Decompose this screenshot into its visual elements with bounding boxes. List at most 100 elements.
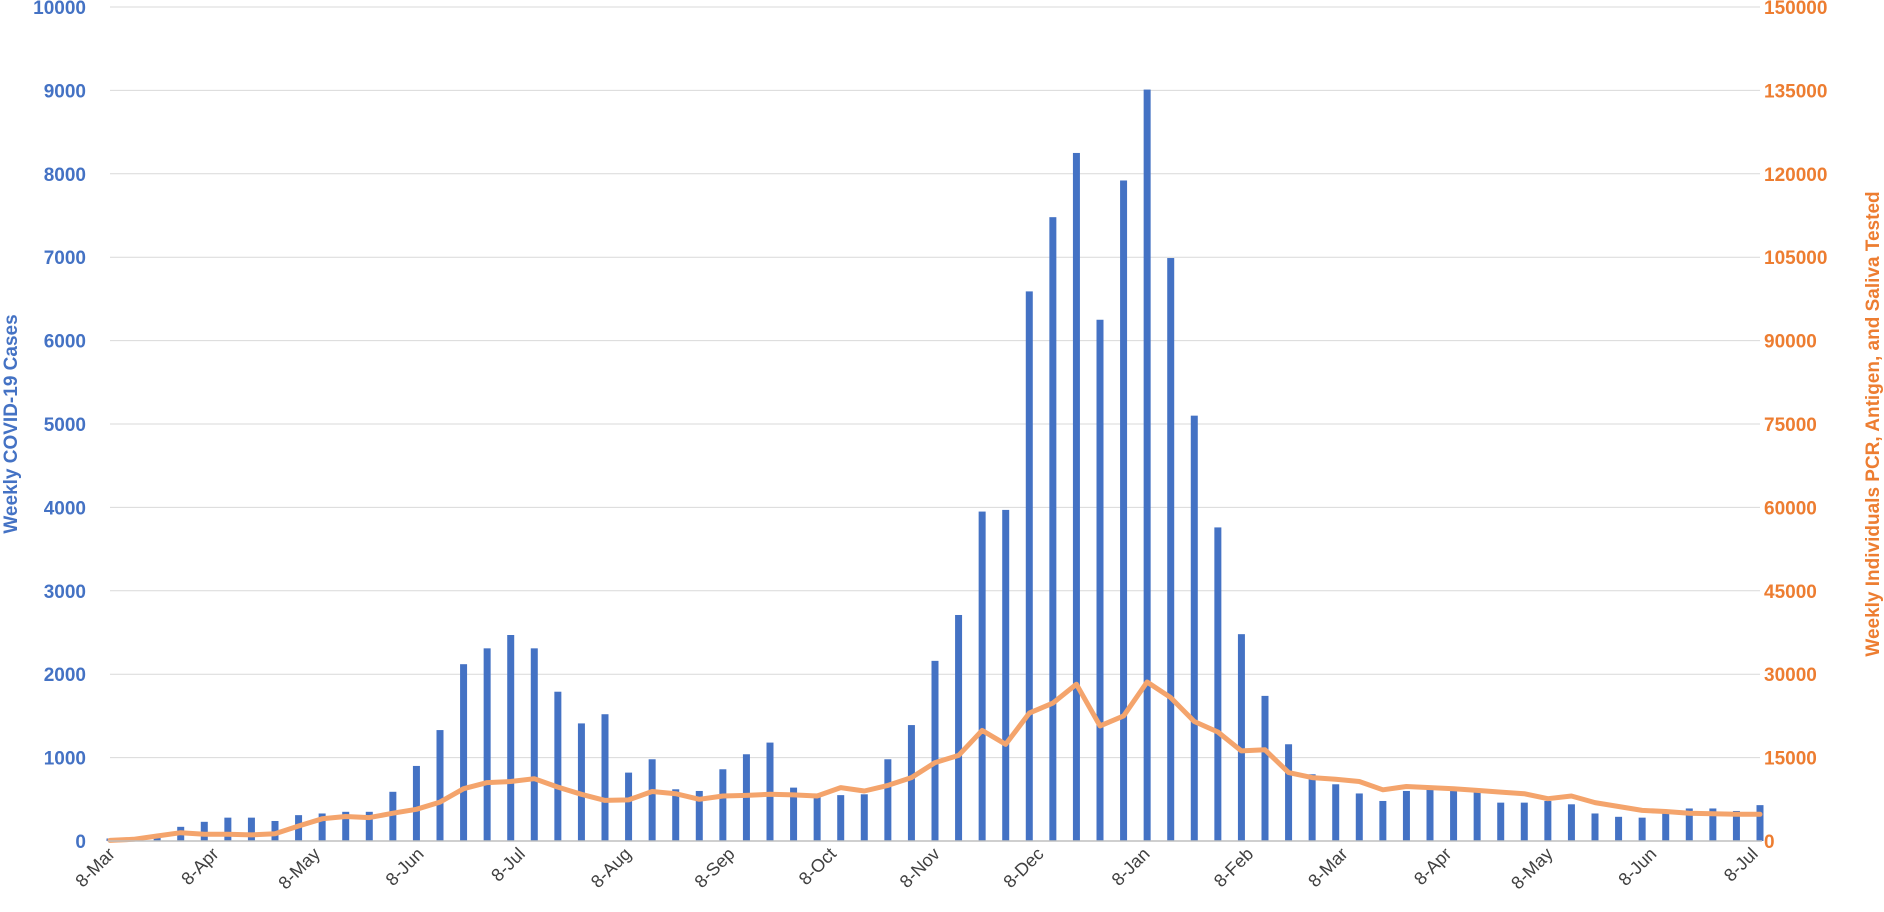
x-tick-label: 8-Mar bbox=[1304, 844, 1351, 891]
left-tick-label: 8000 bbox=[44, 165, 86, 186]
x-axis-ticks: 8-Mar 8-Apr 8-May 8-Jun 8-Jul 8-Aug 8-Sep 8-Oct… bbox=[71, 844, 1761, 894]
left-tick-label: 5000 bbox=[44, 415, 86, 436]
cases-bar bbox=[318, 813, 326, 841]
weekly-cases-bars bbox=[106, 89, 1764, 842]
x-tick-label: 8-May bbox=[1507, 844, 1557, 894]
cases-bar bbox=[1638, 817, 1646, 841]
weekly-tested-line bbox=[107, 679, 1763, 843]
left-tick-label: 10000 bbox=[33, 0, 86, 19]
cases-bar bbox=[884, 759, 892, 841]
x-tick-label: 8-Jun bbox=[1614, 844, 1660, 890]
cases-bar bbox=[1214, 527, 1222, 841]
cases-bar bbox=[978, 511, 986, 841]
x-tick-label: 8-Jul bbox=[487, 844, 529, 886]
cases-bar bbox=[1143, 89, 1151, 842]
cases-bar bbox=[1756, 805, 1764, 841]
right-tick-label: 0 bbox=[1764, 832, 1775, 853]
right-tick-label: 150000 bbox=[1764, 0, 1827, 19]
left-tick-label: 3000 bbox=[44, 582, 86, 603]
right-tick-label: 60000 bbox=[1764, 498, 1817, 519]
cases-bar bbox=[1732, 810, 1740, 841]
left-tick-label: 9000 bbox=[44, 81, 86, 102]
cases-bar bbox=[625, 772, 633, 841]
right-tick-label: 15000 bbox=[1764, 749, 1817, 770]
x-tick-label: 8-Jan bbox=[1108, 844, 1154, 890]
cases-bar bbox=[1355, 793, 1363, 841]
cases-bar bbox=[1685, 808, 1693, 841]
x-tick-label: 8-Aug bbox=[587, 844, 635, 892]
left-tick-label: 0 bbox=[75, 832, 86, 853]
cases-bar bbox=[719, 769, 727, 841]
cases-bar bbox=[1426, 789, 1434, 841]
cases-bar bbox=[389, 791, 397, 841]
cases-bar bbox=[1450, 786, 1458, 841]
cases-bar bbox=[1497, 802, 1505, 841]
cases-bar bbox=[1261, 695, 1269, 841]
left-axis-ticks: 0 1000 2000 3000 4000 5000 6000 7000 8000 9000 100… bbox=[33, 0, 86, 853]
x-tick-label: 8-Jul bbox=[1720, 844, 1762, 886]
cases-bar bbox=[648, 759, 656, 841]
cases-bar bbox=[1473, 790, 1481, 841]
cases-bar bbox=[436, 730, 444, 841]
cases-bar bbox=[224, 817, 232, 841]
left-tick-label: 7000 bbox=[44, 248, 86, 269]
cases-bar bbox=[695, 790, 703, 841]
cases-bar bbox=[931, 660, 939, 841]
cases-bar bbox=[271, 820, 279, 841]
x-tick-label: 8-Oct bbox=[795, 844, 840, 889]
right-tick-label: 90000 bbox=[1764, 332, 1817, 353]
x-tick-label: 8-Sep bbox=[691, 844, 739, 892]
cases-bar bbox=[530, 648, 538, 841]
cases-bar bbox=[1285, 744, 1293, 841]
cases-bar bbox=[766, 742, 774, 841]
cases-bar bbox=[1167, 258, 1175, 841]
right-axis-ticks: 0 15000 30000 45000 60000 75000 90000 105000 120… bbox=[1764, 0, 1827, 853]
cases-bar bbox=[860, 794, 868, 841]
cases-bar bbox=[1002, 509, 1010, 841]
x-tick-label: 8-Dec bbox=[999, 844, 1047, 892]
left-tick-label: 4000 bbox=[44, 498, 86, 519]
x-tick-label: 8-Feb bbox=[1210, 844, 1257, 891]
left-tick-label: 6000 bbox=[44, 332, 86, 353]
cases-bar bbox=[1544, 800, 1552, 841]
right-tick-label: 120000 bbox=[1764, 165, 1827, 186]
left-tick-label: 1000 bbox=[44, 749, 86, 770]
cases-bar bbox=[577, 723, 585, 841]
cases-bar bbox=[1615, 816, 1623, 841]
cases-bar bbox=[412, 765, 420, 841]
cases-bar bbox=[1379, 800, 1387, 841]
cases-bar bbox=[1049, 217, 1057, 842]
cases-bar bbox=[460, 664, 468, 841]
cases-bar bbox=[601, 714, 609, 841]
cases-bar bbox=[1332, 784, 1340, 841]
cases-bar bbox=[1591, 813, 1599, 841]
cases-bar bbox=[907, 725, 915, 841]
left-axis-title: Weekly COVID-19 Cases bbox=[1, 314, 22, 533]
cases-bar bbox=[790, 787, 798, 841]
right-tick-label: 105000 bbox=[1764, 248, 1827, 269]
cases-bar bbox=[365, 811, 373, 841]
right-tick-label: 75000 bbox=[1764, 415, 1817, 436]
right-tick-label: 30000 bbox=[1764, 665, 1817, 686]
right-tick-label: 135000 bbox=[1764, 81, 1827, 102]
cases-bar bbox=[1402, 790, 1410, 841]
x-tick-label: 8-Apr bbox=[177, 844, 222, 889]
cases-bar bbox=[1308, 774, 1316, 841]
cases-bar bbox=[1662, 811, 1670, 841]
cases-bar bbox=[1709, 808, 1717, 841]
cases-bar bbox=[342, 811, 350, 841]
cases-bar bbox=[672, 789, 680, 841]
x-tick-label: 8-Apr bbox=[1410, 844, 1455, 889]
left-tick-label: 2000 bbox=[44, 665, 86, 686]
cases-bar bbox=[1190, 415, 1198, 841]
x-tick-label: 8-May bbox=[274, 844, 324, 894]
gridlines bbox=[110, 6, 1760, 759]
cases-bar bbox=[247, 817, 255, 841]
cases-bar bbox=[813, 793, 821, 841]
cases-bar bbox=[837, 795, 845, 841]
cases-bar bbox=[1025, 291, 1033, 841]
cases-bar bbox=[1520, 802, 1528, 841]
right-tick-label: 45000 bbox=[1764, 582, 1817, 603]
cases-bar bbox=[1120, 180, 1128, 842]
cases-bar bbox=[1072, 152, 1080, 841]
